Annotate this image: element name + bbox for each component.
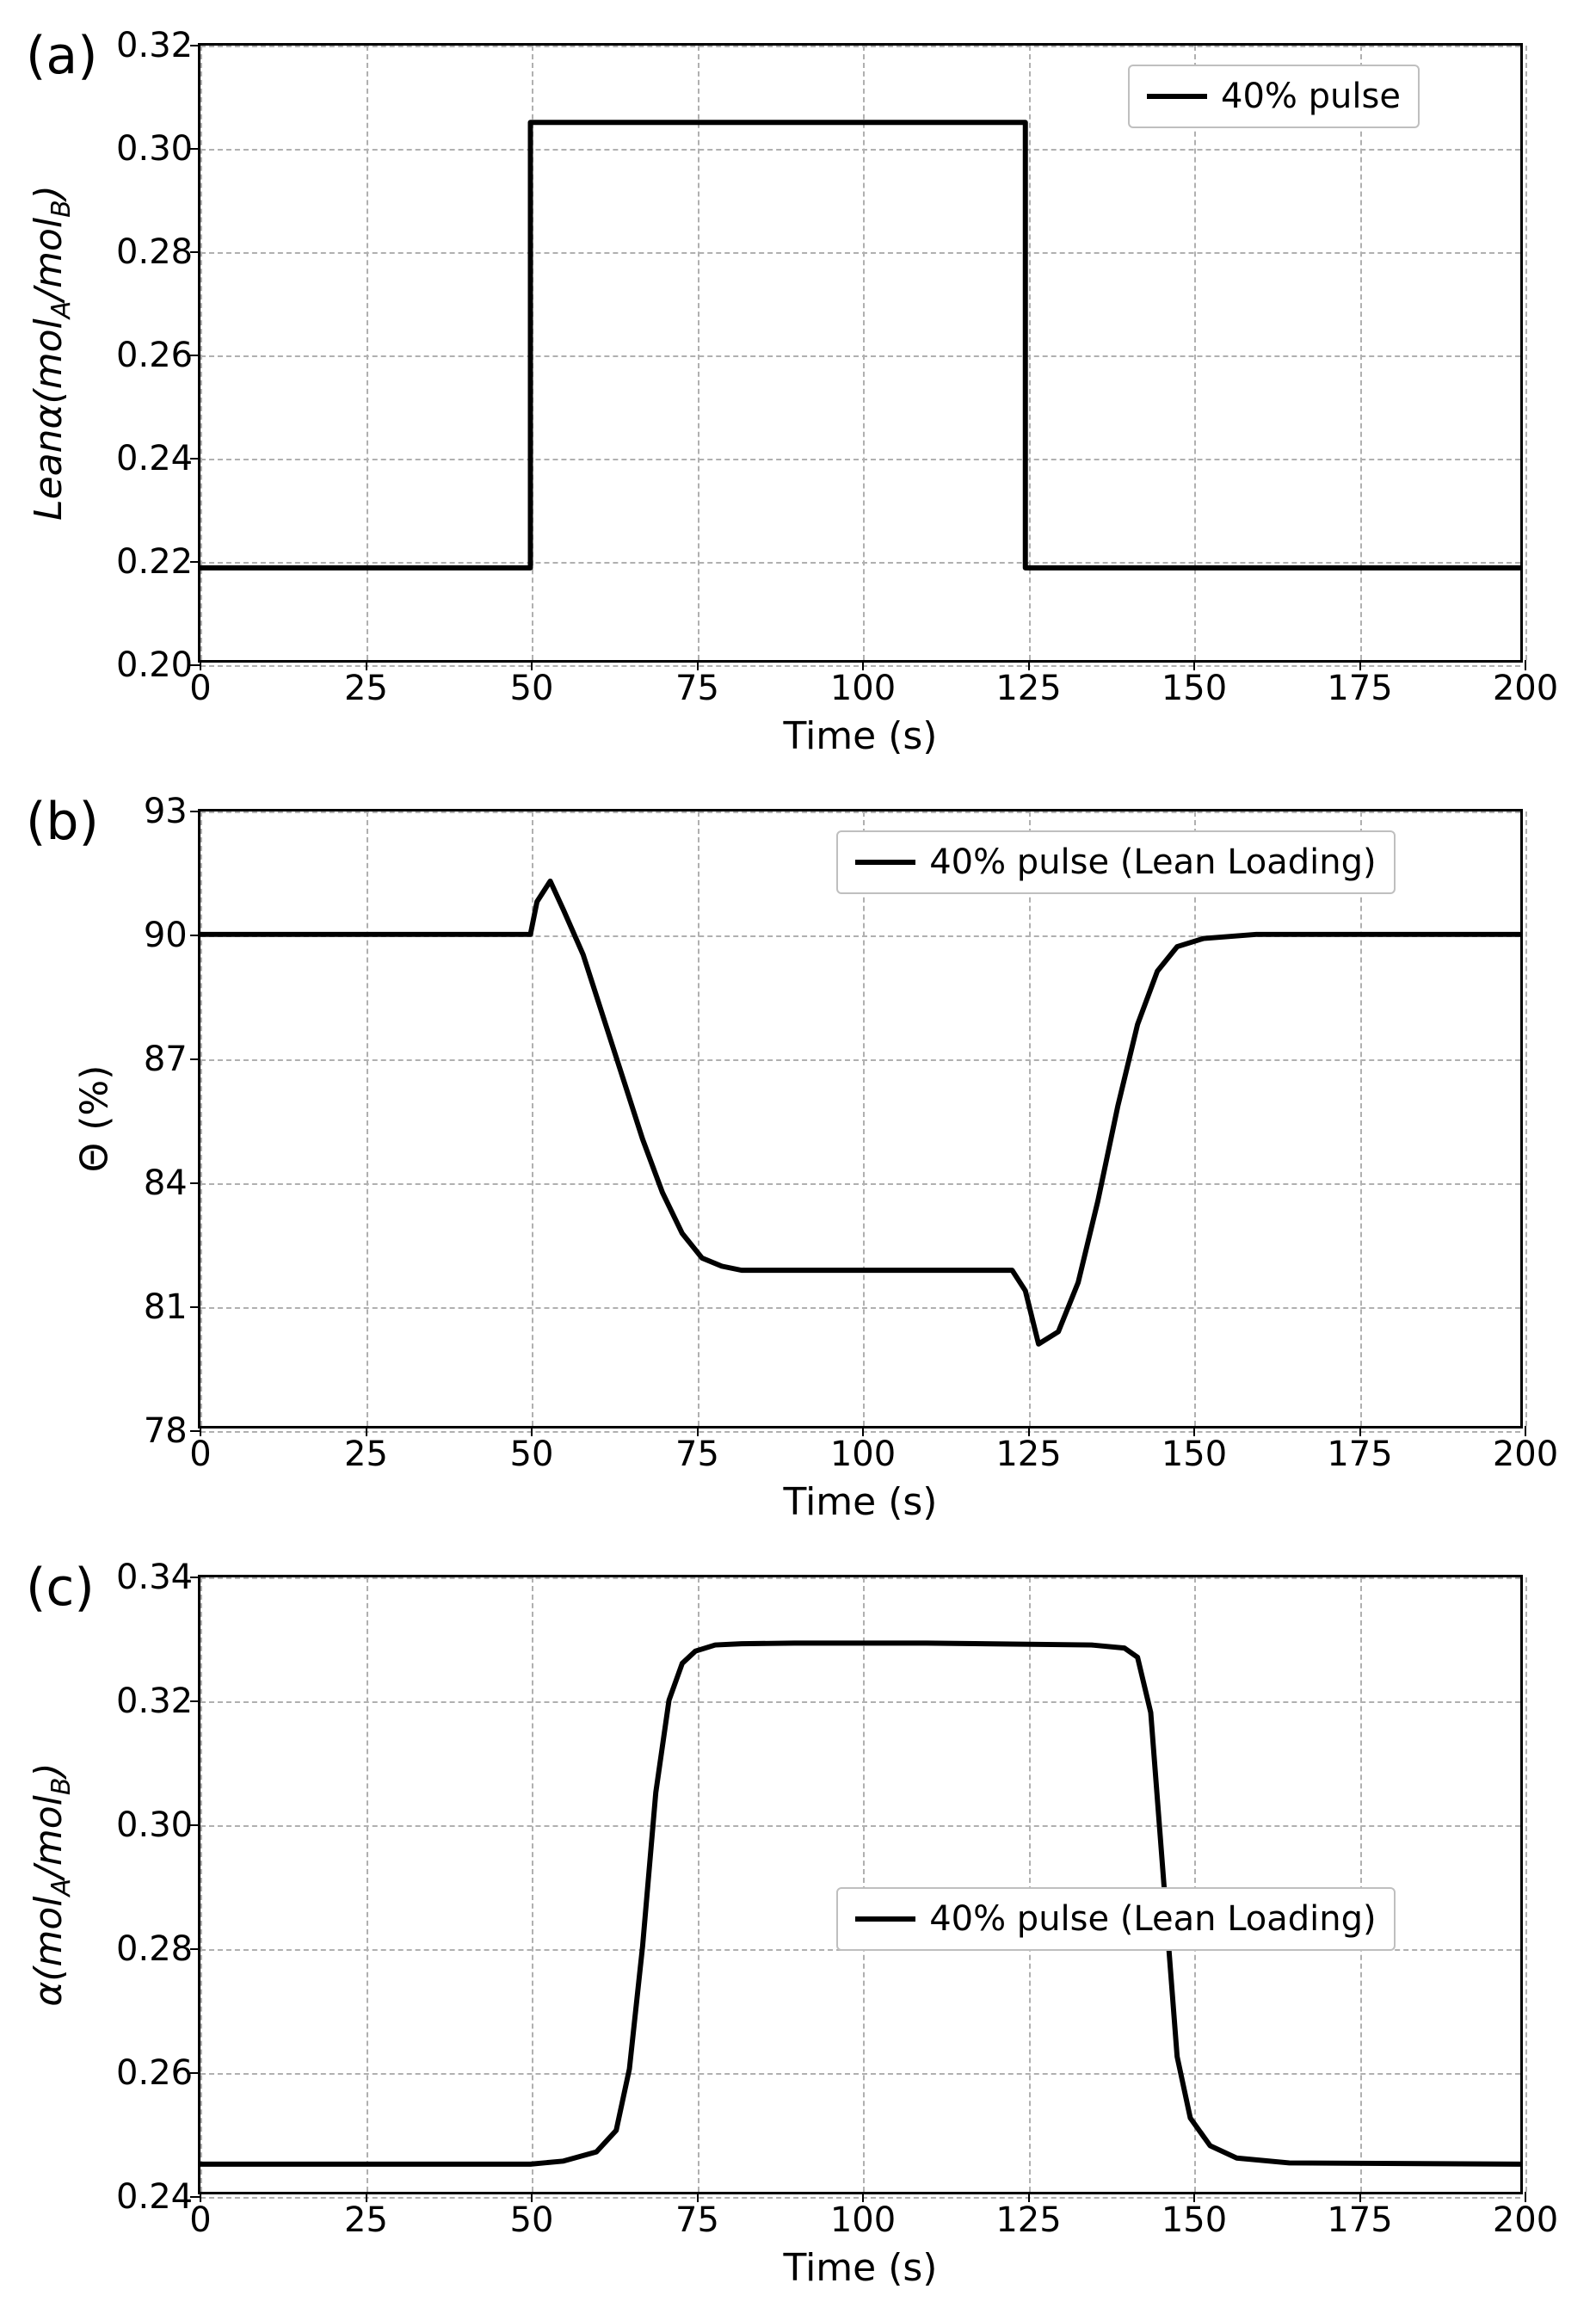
legend-label: 40% pulse (Lean Loading) (929, 1899, 1376, 1939)
xtick-label: 125 (995, 669, 1061, 708)
panel-a-series (200, 46, 1520, 660)
xtick-label: 125 (995, 1435, 1061, 1474)
xtick-label: 25 (344, 1435, 388, 1474)
gridline-h (200, 1431, 1520, 1433)
xtick-label: 25 (344, 669, 388, 708)
panel-b-legend: 40% pulse (Lean Loading) (836, 830, 1395, 894)
panel-c-series (200, 1577, 1520, 2192)
panel-a-xlabel: Time (s) (784, 714, 938, 758)
xtick-label: 50 (510, 2200, 554, 2240)
series-line (200, 881, 1520, 1344)
panel-a: (a) 40% pulse 02550751001251501752000.20… (198, 43, 1523, 663)
legend-label: 40% pulse (Lean Loading) (929, 842, 1376, 882)
xtick-label: 200 (1493, 1435, 1558, 1474)
xtick-label: 100 (830, 2200, 896, 2240)
ytick-label: 0.32 (116, 1682, 193, 1721)
ytick-mark (190, 1430, 200, 1432)
panel-b: (b) 40% pulse (Lean Loading) 02550751001… (198, 809, 1523, 1429)
ytick-label: 0.22 (116, 542, 193, 582)
xtick-label: 200 (1493, 2200, 1558, 2240)
xtick-label: 50 (510, 669, 554, 708)
ytick-label: 0.28 (116, 232, 193, 272)
gridline-h (200, 2197, 1520, 2199)
panel-a-label: (a) (26, 26, 98, 86)
gridline-v (1525, 811, 1527, 1426)
xtick-label: 125 (995, 2200, 1061, 2240)
legend-line-icon (855, 1916, 915, 1922)
xtick-label: 175 (1327, 669, 1392, 708)
series-line (200, 122, 1520, 568)
xtick-label: 175 (1327, 1435, 1392, 1474)
ytick-label: 0.30 (116, 1805, 193, 1845)
ytick-mark (190, 1182, 200, 1184)
ytick-label: 81 (144, 1287, 188, 1327)
panel-b-xlabel: Time (s) (784, 1480, 938, 1524)
panel-c: (c) 40% pulse (Lean Loading) 02550751001… (198, 1575, 1523, 2194)
ytick-mark (190, 1058, 200, 1060)
ytick-label: 90 (144, 916, 188, 955)
ytick-mark (190, 811, 200, 812)
panel-b-axes: 40% pulse (Lean Loading) 025507510012515… (198, 809, 1523, 1429)
panel-c-ylabel: α(molA/molB) (27, 1762, 77, 2006)
xtick-label: 100 (830, 1435, 896, 1474)
figure: (a) 40% pulse 02550751001251501752000.20… (0, 0, 1596, 2314)
xtick-label: 175 (1327, 2200, 1392, 2240)
panel-a-axes: 40% pulse 02550751001251501752000.200.22… (198, 43, 1523, 663)
ytick-label: 0.26 (116, 2053, 193, 2093)
panel-a-ylabel: Leanα(molA/molB) (27, 185, 77, 521)
xtick-label: 50 (510, 1435, 554, 1474)
xtick-label: 100 (830, 669, 896, 708)
ytick-mark (190, 935, 200, 936)
ytick-label: 0.34 (116, 1558, 193, 1597)
xtick-label: 150 (1162, 669, 1227, 708)
xtick-label: 150 (1162, 1435, 1227, 1474)
ytick-label: 0.24 (116, 2177, 193, 2217)
legend-line-icon (1147, 94, 1207, 99)
gridline-v (1525, 46, 1527, 660)
xtick-label: 75 (675, 669, 719, 708)
legend-label: 40% pulse (1221, 77, 1401, 116)
panel-c-axes: 40% pulse (Lean Loading) 025507510012515… (198, 1575, 1523, 2194)
ytick-label: 0.26 (116, 336, 193, 375)
ytick-label: 84 (144, 1163, 188, 1203)
gridline-v (1525, 1577, 1527, 2192)
ytick-label: 93 (144, 792, 188, 831)
panel-b-ylabel: Θ (%) (73, 1065, 117, 1173)
panel-a-legend: 40% pulse (1128, 65, 1420, 128)
panel-c-legend: 40% pulse (Lean Loading) (836, 1887, 1395, 1951)
ytick-label: 0.30 (116, 129, 193, 169)
xtick-label: 75 (675, 2200, 719, 2240)
xtick-label: 75 (675, 1435, 719, 1474)
ytick-label: 87 (144, 1040, 188, 1079)
xtick-label: 25 (344, 2200, 388, 2240)
ytick-label: 0.28 (116, 1929, 193, 1969)
ytick-label: 0.20 (116, 645, 193, 685)
ytick-label: 78 (144, 1411, 188, 1451)
panel-c-xlabel: Time (s) (784, 2246, 938, 2290)
ytick-label: 0.32 (116, 26, 193, 65)
panel-b-label: (b) (26, 792, 99, 852)
panel-b-series (200, 811, 1520, 1426)
ytick-label: 0.24 (116, 439, 193, 478)
xtick-label: 0 (189, 1435, 211, 1474)
xtick-label: 200 (1493, 669, 1558, 708)
gridline-h (200, 665, 1520, 667)
ytick-mark (190, 1306, 200, 1308)
panel-c-label: (c) (26, 1558, 95, 1618)
xtick-label: 150 (1162, 2200, 1227, 2240)
legend-line-icon (855, 860, 915, 865)
